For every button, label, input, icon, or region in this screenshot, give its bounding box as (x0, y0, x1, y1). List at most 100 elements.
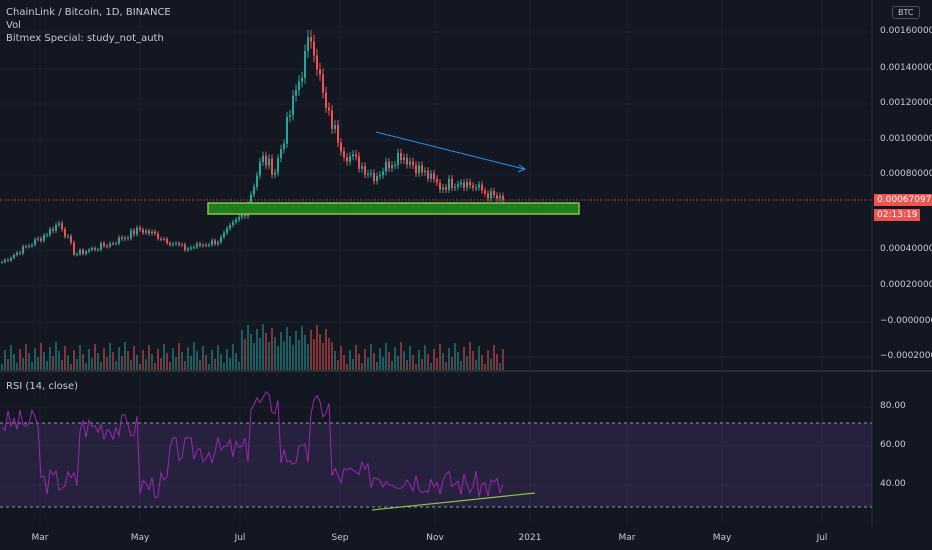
candle (385, 161, 387, 172)
volume-bar (469, 342, 471, 370)
volume-bar (490, 359, 492, 370)
candle (253, 186, 255, 195)
support-zone (207, 202, 580, 215)
candle (445, 187, 447, 190)
candle (262, 155, 264, 162)
candle (112, 243, 114, 245)
volume-bar (280, 332, 282, 370)
rsi-legend[interactable]: RSI (14, close) (6, 381, 79, 392)
candle (85, 251, 87, 254)
volume-bar (151, 354, 153, 370)
candle (49, 228, 51, 235)
candle (367, 173, 369, 175)
candle (304, 51, 306, 78)
candle (430, 173, 432, 179)
volume-bar (487, 350, 489, 370)
volume-bar (376, 362, 378, 370)
volume-bar (223, 363, 225, 370)
price-axis-label: −0.00020000 (880, 351, 932, 361)
candle (271, 158, 273, 175)
volume-bar (220, 354, 222, 370)
volume-bar (478, 346, 480, 370)
volume-bar (4, 350, 6, 370)
volume-bar (25, 344, 27, 370)
volume-bar (292, 345, 294, 370)
volume-bar (22, 358, 24, 370)
candle (499, 195, 501, 199)
time-axis-label: May (712, 533, 732, 543)
candle (301, 77, 303, 82)
candle (331, 110, 333, 129)
volume-bar (343, 355, 345, 370)
candle (307, 37, 309, 52)
candle (40, 238, 42, 241)
candle (202, 244, 204, 246)
candle (346, 157, 348, 162)
volume-bar (43, 352, 45, 370)
bitmex-legend[interactable]: Bitmex Special: study_not_auth (6, 33, 164, 44)
price-axis-label: −0.00000000 (880, 316, 932, 326)
volume-bar (319, 334, 321, 370)
volume-bar (439, 344, 441, 370)
time-axis-label: 2021 (518, 533, 542, 543)
candle (265, 155, 267, 166)
volume-bar (472, 351, 474, 370)
volume-bar (241, 330, 243, 370)
volume-bar (295, 331, 297, 370)
volume-bar (454, 343, 456, 370)
candle (238, 217, 240, 220)
volume-bar (34, 348, 36, 370)
candle (199, 243, 201, 246)
candle (58, 223, 60, 225)
volume-bar (1, 364, 3, 370)
candle (79, 249, 81, 255)
volume-bar (370, 344, 372, 370)
candle (193, 247, 195, 249)
candle (16, 252, 18, 255)
candle (181, 244, 183, 246)
candle (325, 92, 327, 108)
currency-badge[interactable]: BTC (892, 6, 920, 19)
volume-bar (172, 348, 174, 370)
volume-bar (28, 353, 30, 370)
candle (319, 69, 321, 75)
candle (316, 55, 318, 70)
candle (277, 158, 279, 173)
candle (184, 244, 186, 251)
price-axis-label: 0.00120000 (880, 98, 932, 108)
volume-legend[interactable]: Vol (6, 20, 21, 31)
volume-bar (352, 359, 354, 370)
volume-bar (346, 364, 348, 370)
volume-bar (412, 355, 414, 370)
candle (490, 190, 492, 199)
candle (469, 181, 471, 186)
price-axis-label: 0.00100000 (880, 134, 932, 144)
volume-bar (100, 362, 102, 370)
volume-bar (10, 345, 12, 370)
candle (172, 243, 174, 245)
volume-bar (136, 355, 138, 370)
time-axis-label: Nov (426, 533, 444, 543)
candle (175, 243, 177, 245)
volume-bar (160, 358, 162, 370)
candle (214, 240, 216, 245)
candle (439, 182, 441, 190)
volume-bar (436, 358, 438, 370)
price-axis-label: 0.00080000 (880, 169, 932, 179)
symbol-legend[interactable]: ChainLink / Bitcoin, 1D, BINANCE (6, 7, 171, 18)
volume-bar (199, 360, 201, 370)
candle (427, 170, 429, 179)
volume-bar (457, 352, 459, 370)
volume-bar (460, 361, 462, 370)
volume-bar (205, 355, 207, 370)
rsi-divergence-line (371, 492, 536, 511)
volume-bar (385, 343, 387, 370)
volume-bar (82, 354, 84, 370)
candle (250, 194, 252, 205)
volume-bar (451, 357, 453, 370)
candle (67, 236, 69, 238)
volume-bar (178, 343, 180, 370)
volume-bar (202, 346, 204, 370)
